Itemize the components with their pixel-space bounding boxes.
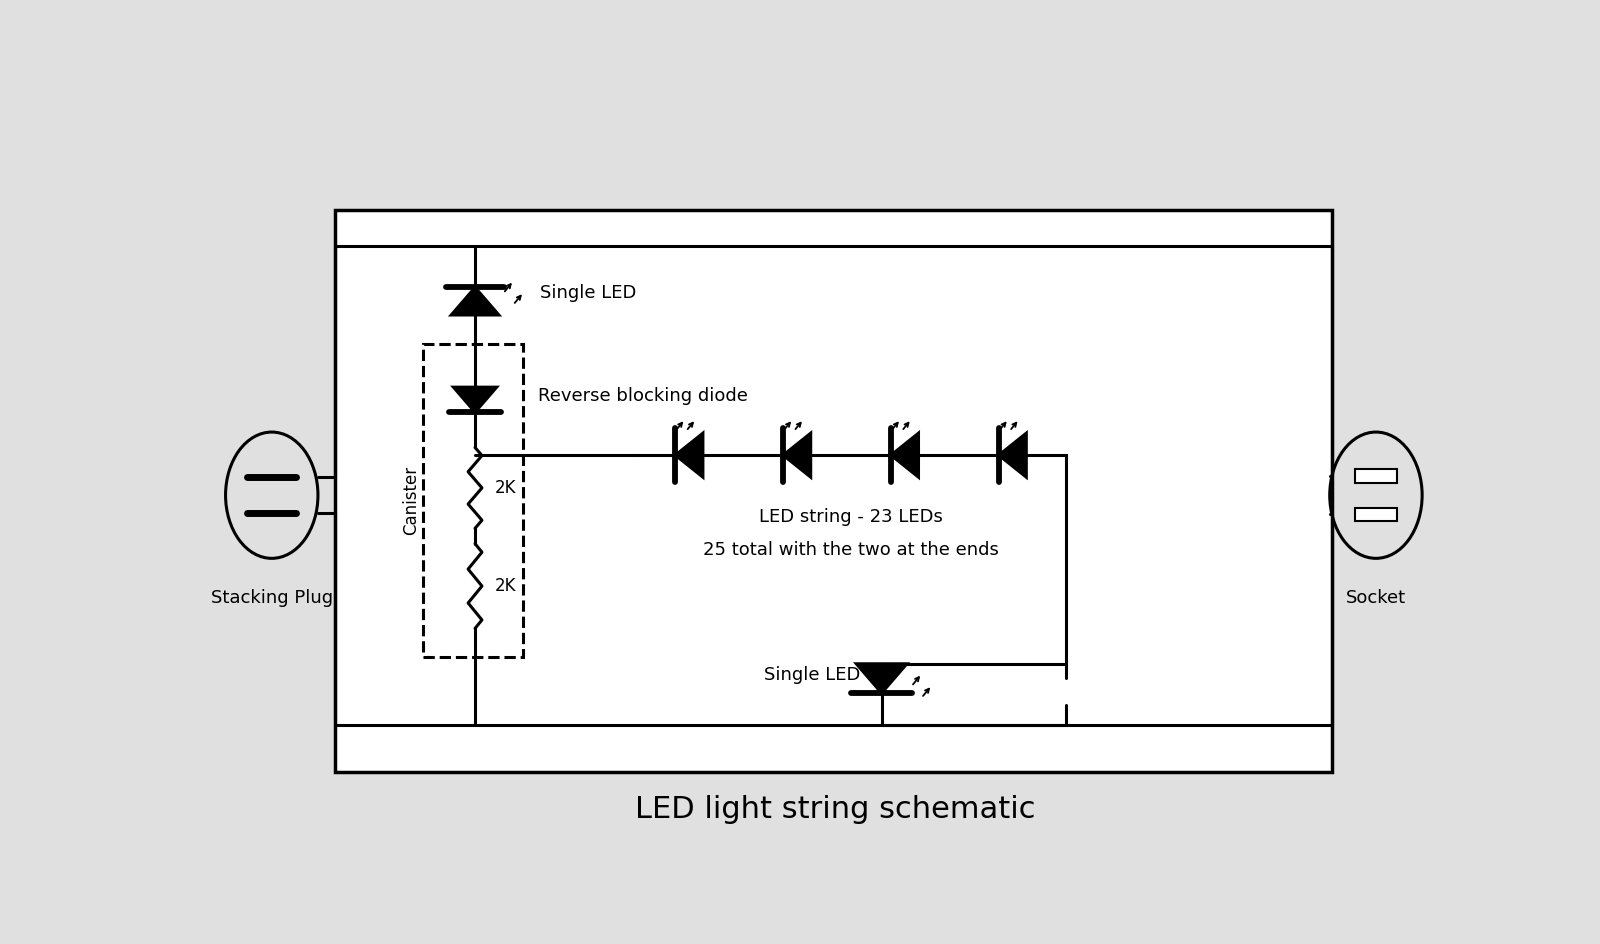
Bar bbox=[1355, 508, 1397, 521]
Bar bbox=[334, 211, 1333, 772]
Text: LED light string schematic: LED light string schematic bbox=[635, 795, 1035, 824]
Polygon shape bbox=[453, 387, 498, 413]
Text: 25 total with the two at the ends: 25 total with the two at the ends bbox=[702, 542, 998, 560]
Polygon shape bbox=[675, 433, 702, 478]
Polygon shape bbox=[998, 433, 1027, 478]
Text: LED string - 23 LEDs: LED string - 23 LEDs bbox=[758, 508, 942, 526]
Bar bbox=[1355, 469, 1397, 483]
Polygon shape bbox=[451, 287, 499, 315]
Text: 2K: 2K bbox=[494, 577, 515, 595]
Polygon shape bbox=[856, 664, 907, 693]
Text: Reverse blocking diode: Reverse blocking diode bbox=[538, 387, 749, 405]
Text: Stacking Plug: Stacking Plug bbox=[211, 589, 333, 607]
Polygon shape bbox=[891, 433, 918, 478]
Bar bbox=[422, 344, 523, 657]
Text: Single LED: Single LED bbox=[541, 284, 637, 302]
Polygon shape bbox=[782, 433, 811, 478]
Text: Canister: Canister bbox=[402, 465, 421, 534]
Text: Single LED: Single LED bbox=[763, 666, 861, 683]
Text: Socket: Socket bbox=[1346, 589, 1406, 607]
Text: 2K: 2K bbox=[494, 479, 515, 497]
